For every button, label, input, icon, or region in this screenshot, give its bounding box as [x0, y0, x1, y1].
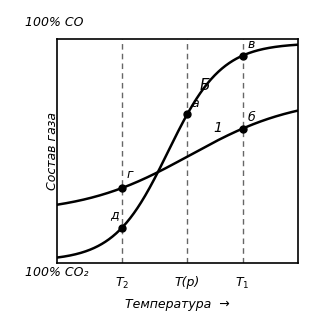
Text: Температура  →: Температура → — [125, 299, 230, 311]
Text: 100% CO: 100% CO — [25, 16, 84, 29]
Text: а: а — [192, 97, 200, 110]
Y-axis label: Состав газа: Состав газа — [46, 112, 59, 190]
Text: Б: Б — [199, 78, 210, 93]
Text: б: б — [247, 111, 255, 124]
Text: г: г — [127, 168, 133, 181]
Text: T$_2$: T$_2$ — [115, 276, 129, 291]
Text: T$_1$: T$_1$ — [235, 276, 250, 291]
Text: 1: 1 — [214, 121, 223, 135]
Text: д: д — [110, 208, 119, 221]
Text: T(р): T(р) — [175, 276, 200, 289]
Text: 100% CO₂: 100% CO₂ — [25, 266, 89, 279]
Text: в: в — [247, 38, 255, 51]
